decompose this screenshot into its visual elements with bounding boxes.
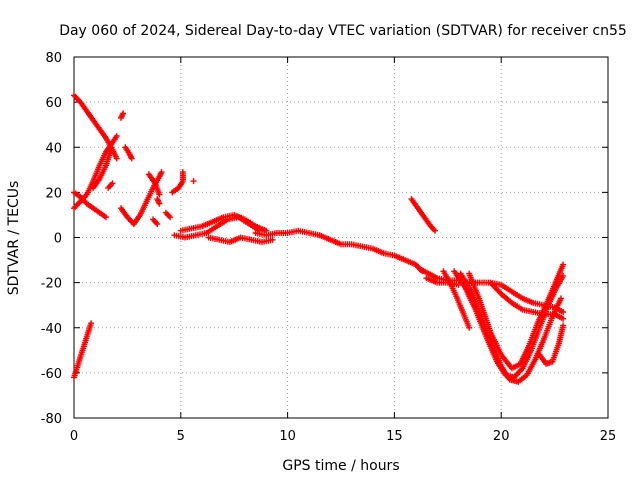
y-tick-label: 20 (45, 186, 62, 201)
data-point (113, 155, 120, 162)
data-point (107, 148, 114, 155)
series-arc-7 (118, 110, 127, 121)
y-tick-label: 80 (45, 51, 62, 66)
data-point (560, 322, 567, 329)
data-point (158, 169, 165, 176)
data-point (154, 221, 161, 227)
y-tick-label: -80 (41, 412, 62, 427)
data-point (120, 110, 127, 117)
series-arc-10 (145, 171, 163, 198)
data-point (113, 133, 120, 139)
data-point (466, 324, 473, 331)
series-arc-15 (190, 178, 197, 185)
series-arc-4 (71, 189, 109, 221)
y-tick-label: 40 (45, 141, 62, 156)
series-arc-14 (169, 169, 186, 196)
data-point (558, 295, 564, 302)
y-tick-label: -40 (41, 322, 62, 337)
y-tick-label: -60 (41, 367, 62, 382)
series-arc-27 (487, 279, 567, 322)
axis-ticks: 0 5 10 15 20 25 -80 -60 -40 -20 0 20 40 60 80 (41, 51, 617, 444)
series-arc-19 (252, 227, 426, 275)
x-tick-label: 10 (279, 429, 296, 444)
series-arc-23 (440, 268, 473, 331)
series-arc-26 (466, 261, 567, 372)
series-arc-3 (71, 133, 120, 212)
data-point (167, 214, 174, 221)
y-tick-label: 0 (54, 232, 62, 247)
chart-title: Day 060 of 2024, Sidereal Day-to-day VTE… (59, 23, 627, 39)
x-tick-label: 20 (493, 429, 510, 444)
series-arc-2 (71, 320, 95, 381)
data-point (103, 214, 109, 221)
series-arc-13 (162, 209, 174, 221)
series-arc-12 (154, 196, 163, 207)
series-arc-9 (118, 169, 165, 227)
data-point (109, 180, 116, 187)
y-tick-label: 60 (45, 96, 62, 111)
data-point (560, 261, 567, 268)
y-tick-label: -20 (41, 277, 62, 292)
data-point (156, 191, 163, 198)
data-point (128, 155, 135, 162)
data-point (455, 281, 462, 288)
data-point (432, 227, 438, 234)
series-arc-18 (205, 234, 276, 245)
series-arc-11 (150, 216, 161, 227)
x-tick-label: 5 (177, 429, 185, 444)
series-arc-28 (536, 322, 567, 367)
data-point (269, 236, 276, 243)
y-axis-label: SDTVAR / TECUs (6, 181, 22, 296)
series-arc-20 (408, 196, 438, 234)
data-point (88, 320, 95, 327)
x-tick-label: 15 (386, 429, 403, 444)
data-point (560, 315, 567, 322)
data-point (179, 169, 186, 176)
data-point (156, 200, 163, 207)
series-arc-17 (177, 211, 270, 234)
data-point (560, 309, 567, 315)
data-points (71, 92, 567, 385)
grid (74, 57, 608, 418)
x-tick-label: 0 (70, 429, 78, 444)
series-arc-6 (105, 180, 116, 191)
x-tick-label: 25 (600, 429, 617, 444)
data-point (190, 178, 197, 185)
series-arc-5 (90, 148, 114, 191)
x-axis-label: GPS time / hours (282, 458, 399, 474)
series-arc-8 (122, 144, 135, 162)
series-arc-1 (71, 92, 120, 162)
